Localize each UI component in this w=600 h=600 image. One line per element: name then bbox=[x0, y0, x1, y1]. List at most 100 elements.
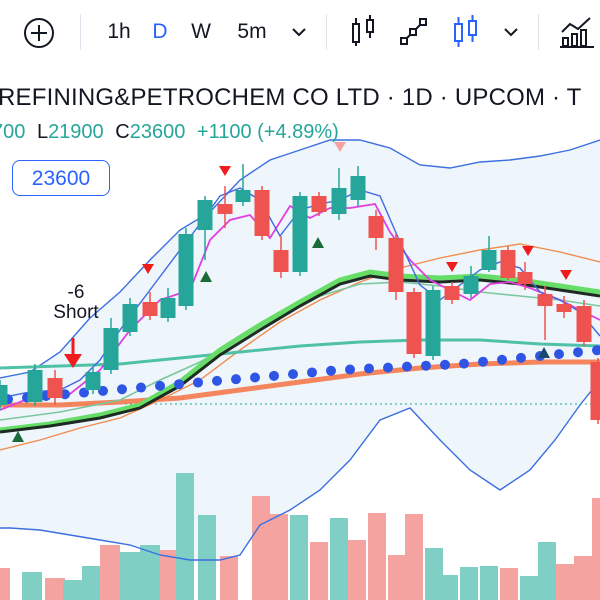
candle-body bbox=[273, 250, 289, 272]
low-value: 21900 bbox=[48, 121, 104, 143]
buy-marker bbox=[200, 271, 212, 282]
volume-bar bbox=[368, 513, 386, 600]
volume-bar bbox=[120, 552, 140, 600]
signal-value: -6 bbox=[67, 282, 85, 303]
candlestick-icon[interactable] bbox=[448, 12, 484, 50]
sar-dot bbox=[250, 372, 260, 383]
change-value: +1100 (+4.89%) bbox=[196, 121, 339, 143]
candle-body bbox=[142, 302, 158, 316]
sell-marker bbox=[522, 246, 534, 256]
candle-body bbox=[47, 378, 63, 398]
interval-w-button[interactable]: W bbox=[191, 20, 211, 43]
sar-dot bbox=[117, 384, 127, 395]
sell-marker bbox=[560, 270, 572, 280]
sell-marker bbox=[446, 262, 458, 272]
sar-dot bbox=[231, 374, 241, 385]
interval-1h-button[interactable]: 1h bbox=[107, 20, 131, 43]
sar-dot bbox=[592, 345, 600, 356]
volume-bar bbox=[140, 545, 160, 600]
candle-body bbox=[235, 190, 251, 202]
volume-bar bbox=[45, 578, 65, 600]
volume-bar bbox=[348, 540, 366, 600]
candle-body bbox=[463, 276, 479, 294]
volume-bar bbox=[176, 473, 194, 600]
volume-bar bbox=[100, 545, 120, 600]
candle-body bbox=[331, 188, 347, 214]
volume-bar bbox=[82, 566, 102, 600]
ohlc-legend: 700 L21900 C23600 +1100 (+4.89%) bbox=[0, 121, 339, 144]
volume-bar bbox=[592, 498, 600, 600]
candle-body bbox=[368, 216, 384, 238]
candle-body bbox=[590, 362, 600, 420]
volume-bar bbox=[270, 514, 288, 600]
sar-dot bbox=[573, 347, 583, 358]
sar-dot bbox=[440, 359, 450, 370]
sar-dot bbox=[136, 382, 146, 393]
last-price-tag[interactable]: 23600 bbox=[12, 160, 110, 196]
volume-bar bbox=[440, 575, 458, 600]
sar-dot bbox=[288, 369, 298, 380]
sar-dot bbox=[79, 387, 89, 398]
candle-body bbox=[178, 234, 194, 306]
sell-marker bbox=[142, 264, 154, 274]
volume-bar bbox=[574, 556, 592, 600]
plus-circle-icon[interactable] bbox=[22, 16, 56, 50]
chevron-down-icon[interactable] bbox=[502, 24, 520, 40]
candle-body bbox=[103, 328, 119, 370]
volume-bar bbox=[252, 496, 270, 600]
bollinger-lower-line bbox=[0, 379, 600, 561]
candle-body bbox=[254, 190, 270, 236]
volume-bar bbox=[520, 576, 538, 600]
sar-dot bbox=[459, 358, 469, 369]
sar-dot bbox=[421, 360, 431, 371]
volume-bar bbox=[480, 566, 498, 600]
close-value: 23600 bbox=[129, 121, 186, 143]
low-label: L bbox=[36, 121, 49, 143]
ma-bright-green-line bbox=[0, 269, 600, 433]
candle-body bbox=[576, 306, 592, 342]
volume-bar bbox=[500, 568, 518, 600]
interval-d-button[interactable]: D bbox=[152, 20, 168, 43]
chevron-down-icon[interactable] bbox=[290, 24, 308, 40]
ma-pink-line bbox=[0, 203, 600, 411]
sar-dot bbox=[345, 364, 355, 375]
sar-dot bbox=[364, 363, 374, 374]
interval-5m-button[interactable]: 5m bbox=[237, 20, 267, 43]
buy-marker bbox=[12, 431, 24, 442]
ma-teal-line bbox=[0, 338, 600, 370]
candle-body bbox=[292, 196, 308, 272]
signal-label: Short bbox=[53, 302, 99, 323]
candle-body bbox=[517, 272, 533, 284]
sar-dot bbox=[307, 367, 317, 378]
sell-marker bbox=[219, 166, 231, 176]
candle-body bbox=[85, 372, 101, 390]
symbol-legend: REFINING&PETROCHEM CO LTD · 1D · UPCOM ·… bbox=[0, 84, 582, 111]
sell-marker bbox=[334, 142, 346, 152]
bollinger-band-fill bbox=[0, 140, 600, 560]
line-chart-icon[interactable] bbox=[396, 12, 432, 50]
bollinger-upper-line bbox=[0, 139, 600, 379]
volume-bar bbox=[22, 572, 42, 600]
sar-dot bbox=[326, 365, 336, 376]
sar-dot bbox=[497, 354, 507, 365]
candle-body bbox=[311, 196, 327, 212]
volume-bar bbox=[388, 555, 406, 600]
candle-body bbox=[444, 286, 460, 300]
ma-black-line bbox=[0, 274, 600, 434]
volume-bar bbox=[220, 556, 238, 600]
volume-bar bbox=[198, 515, 216, 600]
sar-dot bbox=[554, 349, 564, 360]
short-signal-arrowhead bbox=[64, 354, 82, 368]
toolbar-separator bbox=[326, 14, 327, 50]
sar-dot bbox=[478, 356, 488, 367]
candle-body bbox=[481, 250, 497, 270]
toolbar-separator bbox=[538, 14, 539, 50]
indicators-icon[interactable] bbox=[558, 12, 596, 50]
sar-dot bbox=[516, 352, 526, 363]
bar-chart-icon[interactable] bbox=[346, 12, 382, 50]
close-label: C bbox=[115, 121, 130, 143]
candle-body bbox=[27, 370, 43, 402]
candle-body bbox=[0, 385, 8, 405]
candle-body bbox=[350, 176, 366, 200]
